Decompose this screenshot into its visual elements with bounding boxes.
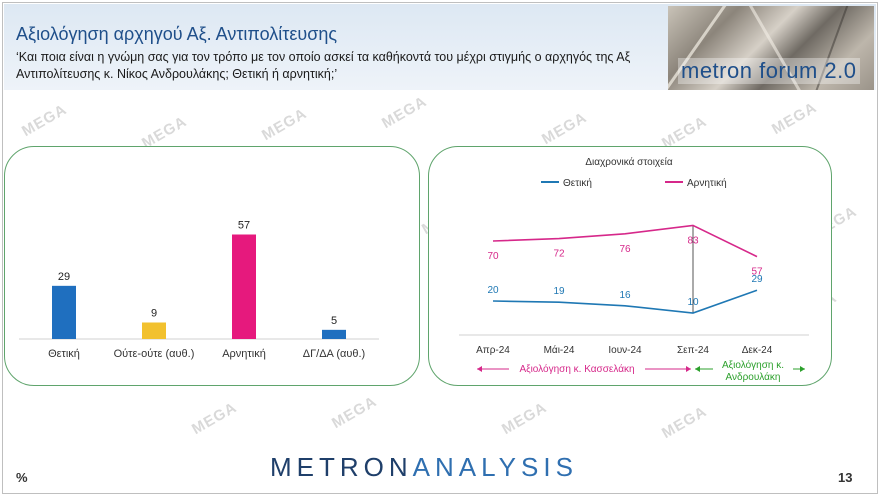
- annotation-arrowhead-1: [477, 366, 482, 372]
- data-label: 20: [487, 285, 499, 296]
- data-label: 16: [619, 290, 631, 301]
- watermark-text: MEGA: [259, 104, 310, 145]
- bar-value-label: 5: [331, 315, 337, 327]
- annotation-arrowhead-2: [686, 366, 691, 372]
- annotation-arrowhead-3: [695, 366, 700, 372]
- watermark-text: MEGA: [189, 398, 240, 439]
- annotation-androulakis-line2: Ανδρουλάκη: [726, 371, 781, 383]
- percent-sign: %: [16, 470, 28, 485]
- annotation-androulakis: Αξιολόγηση κ.: [722, 359, 784, 371]
- data-label: 19: [553, 286, 565, 297]
- data-label: 76: [619, 244, 631, 255]
- page-title: Αξιολόγηση αρχηγού Αξ. Αντιπολίτευσης: [16, 24, 338, 44]
- watermark-text: MEGA: [499, 398, 550, 439]
- bar-1: [142, 322, 166, 339]
- annotation-kasselakis: Αξιολόγηση κ. Κασσελάκη: [519, 363, 634, 375]
- bar-category-label: Θετική: [48, 348, 80, 360]
- annotation-arrowhead-4: [800, 366, 805, 372]
- line-chart-panel: Διαχρονικά στοιχεία Θετική Αρνητική 20 19 16 1…: [428, 146, 832, 386]
- data-label: 10: [687, 297, 699, 308]
- bar-category-label: ΔΓ/ΔΑ (αυθ.): [303, 348, 365, 360]
- page-subtitle: ‘Και ποια είναι η γνώμη σας για τον τρόπ…: [16, 50, 631, 81]
- bar-category-label: Ούτε-ούτε (αυθ.): [114, 348, 195, 360]
- data-label: 70: [487, 251, 499, 262]
- data-label: 72: [553, 249, 565, 260]
- legend-label: Θετική: [563, 177, 592, 189]
- legend-label: Αρνητική: [687, 177, 727, 189]
- series-line-0: [492, 289, 758, 314]
- x-tick-label: Σεπ-24: [677, 345, 709, 356]
- data-label: 83: [687, 235, 699, 246]
- line-chart-title: Διαχρονικά στοιχεία: [585, 156, 673, 168]
- watermark-text: MEGA: [329, 392, 380, 433]
- data-label: 29: [751, 274, 763, 285]
- metron-analysis-logo: METRONANALYSIS: [270, 452, 578, 483]
- header: Αξιολόγηση αρχηγού Αξ. Αντιπολίτευσης ‘Κ…: [4, 4, 876, 90]
- bar-value-label: 9: [151, 308, 157, 320]
- page-number: 13: [838, 470, 853, 485]
- x-tick-label: Μάι-24: [544, 344, 575, 356]
- watermark-text: MEGA: [379, 92, 430, 133]
- bar-value-label: 57: [238, 220, 250, 232]
- metron-forum-logo: metron forum 2.0: [668, 6, 874, 90]
- watermark-text: MEGA: [769, 98, 820, 139]
- watermark-text: MEGA: [659, 402, 710, 443]
- brand-part2: ANALYSIS: [412, 452, 578, 482]
- bar-2: [232, 234, 256, 339]
- x-tick-label: Απρ-24: [476, 345, 510, 356]
- watermark-text: MEGA: [19, 100, 70, 141]
- logo-text: metron forum 2.0: [678, 58, 860, 84]
- bar-chart: 29 Θετική 9 Ούτε-ούτε (αυθ.) 57 Αρνητική 5 ΔΓ/Δ…: [19, 220, 379, 360]
- bar-0: [52, 285, 76, 339]
- x-tick-label: Ιουν-24: [608, 345, 642, 356]
- brand-part1: METRON: [270, 452, 413, 482]
- bar-category-label: Αρνητική: [222, 348, 266, 360]
- bar-3: [322, 329, 346, 339]
- line-chart: Διαχρονικά στοιχεία Θετική Αρνητική 20 19 16 1…: [459, 156, 809, 383]
- bar-value-label: 29: [58, 271, 70, 283]
- watermark-text: MEGA: [539, 108, 590, 149]
- x-tick-label: Δεκ-24: [742, 345, 773, 356]
- data-label: 57: [751, 267, 763, 278]
- series-line-1: [492, 224, 758, 258]
- bar-chart-panel: 29 Θετική 9 Ούτε-ούτε (αυθ.) 57 Αρνητική 5 ΔΓ/Δ…: [4, 146, 420, 386]
